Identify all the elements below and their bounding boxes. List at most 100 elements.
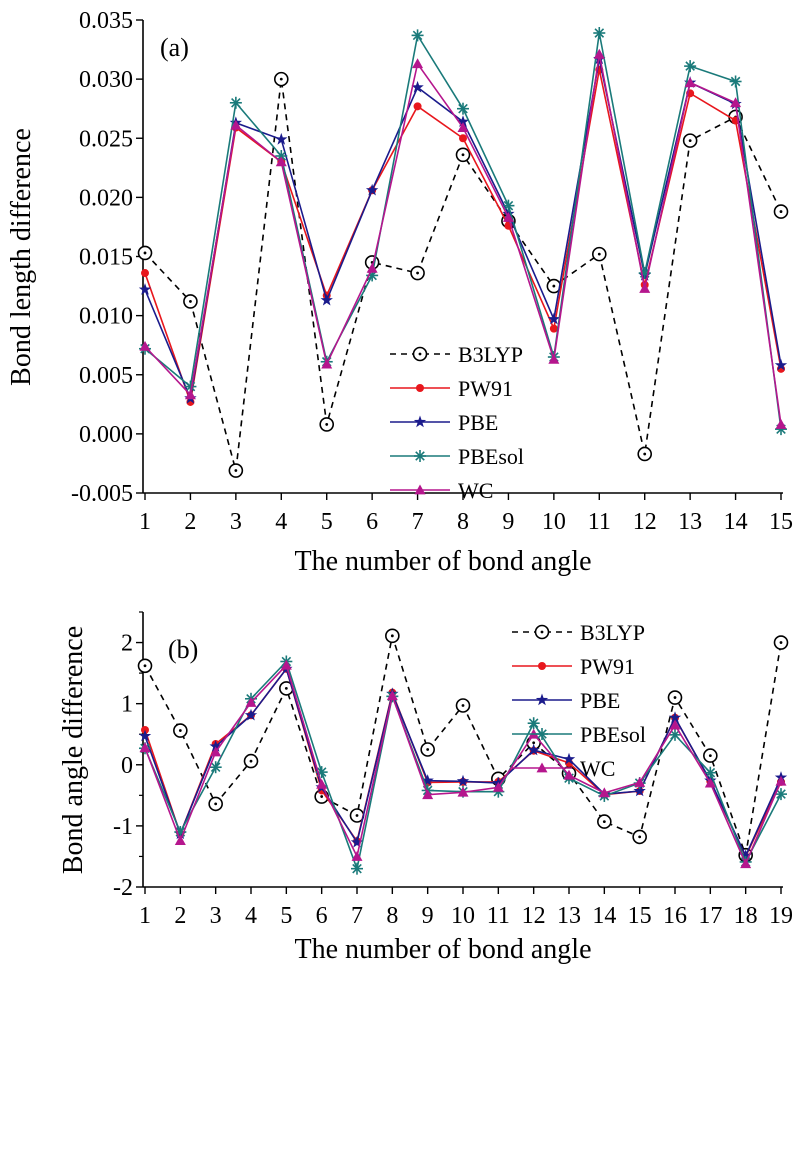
x-tick-label: 4 <box>275 509 287 535</box>
marker-center <box>320 795 324 798</box>
data-point <box>704 766 717 779</box>
data-point <box>245 696 257 707</box>
marker-stroke <box>594 28 605 38</box>
marker-stroke <box>231 97 241 108</box>
x-tick-label: 10 <box>451 903 475 929</box>
data-point <box>535 693 549 706</box>
marker-stroke <box>185 381 196 392</box>
data-point <box>455 698 471 713</box>
legend-item: PBEsol <box>512 722 646 747</box>
x-axis-label: The number of bond angle <box>294 934 591 965</box>
marker-center <box>779 210 783 213</box>
panel-label: (b) <box>168 635 198 664</box>
marker-stroke <box>685 61 695 71</box>
data-point <box>548 353 560 364</box>
data-point <box>538 662 546 670</box>
marker-center <box>688 139 692 143</box>
series-pbesol <box>139 27 787 436</box>
data-point <box>139 340 151 351</box>
x-tick-label: 8 <box>457 509 469 535</box>
x-tick-label: 2 <box>174 903 186 929</box>
data-point <box>534 624 550 640</box>
x-tick-label: 6 <box>366 509 378 535</box>
data-point <box>457 122 469 133</box>
marker-center <box>143 251 147 255</box>
x-tick-label: 7 <box>351 903 363 929</box>
data-point <box>775 788 787 801</box>
x-tick-label: 18 <box>734 903 758 929</box>
x-tick-label: 17 <box>698 903 722 929</box>
marker-center <box>178 729 182 732</box>
legend-label: PBEsol <box>580 722 646 747</box>
data-point <box>411 80 424 93</box>
marker-center <box>284 686 288 690</box>
y-tick-label: 1 <box>121 692 133 718</box>
legend-label: B3LYP <box>580 620 645 645</box>
marker-center <box>597 252 601 256</box>
series-pw91 <box>141 664 785 861</box>
data-point <box>316 778 328 789</box>
data-point <box>739 849 752 862</box>
marker-stroke <box>670 730 680 740</box>
y-tick-label: 2 <box>121 631 133 657</box>
y-axis-label: Bond length difference <box>6 128 37 386</box>
legend-label: PW91 <box>580 654 635 679</box>
y-tick-label: -0.005 <box>71 481 133 507</box>
y-tick-label: 0.020 <box>79 185 133 211</box>
data-point <box>137 245 153 261</box>
data-point <box>549 324 558 333</box>
marker-center <box>279 77 283 81</box>
data-point <box>411 29 424 42</box>
data-point <box>137 658 153 674</box>
x-tick-label: 10 <box>542 509 566 535</box>
data-point <box>774 358 788 371</box>
data-point <box>502 211 514 222</box>
data-point <box>593 27 606 40</box>
marker-center <box>708 754 712 758</box>
x-tick-label: 11 <box>588 509 611 535</box>
data-point <box>386 690 398 701</box>
data-point <box>456 774 470 787</box>
x-tick-label: 4 <box>245 903 257 929</box>
marker-center <box>214 802 218 806</box>
x-tick-label: 5 <box>280 903 292 929</box>
data-point <box>414 484 426 495</box>
data-point <box>275 132 288 145</box>
series-line <box>144 667 782 859</box>
marker-stroke <box>415 451 425 461</box>
data-point <box>141 269 149 278</box>
x-tick-label: 9 <box>422 903 434 929</box>
x-tick-label: 3 <box>230 509 242 535</box>
data-point <box>414 450 426 462</box>
y-tick-label: 0.005 <box>79 363 133 389</box>
data-point <box>669 719 681 730</box>
series-line <box>144 663 782 866</box>
data-point <box>704 777 716 788</box>
x-tick-label: 14 <box>592 903 616 929</box>
data-point <box>668 711 682 723</box>
series-pbe <box>138 662 788 862</box>
y-tick-label: 0 <box>121 753 133 779</box>
marker-center <box>673 696 677 699</box>
data-point <box>138 283 152 295</box>
legend: B3LYP PW91 PBE PBEsol WC <box>512 620 646 781</box>
data-point <box>385 628 400 644</box>
legend-label: B3LYP <box>458 342 523 367</box>
panel-label: (a) <box>160 33 189 62</box>
marker-center <box>540 630 544 634</box>
data-point <box>228 463 244 478</box>
data-point <box>412 58 424 69</box>
data-point <box>639 282 651 293</box>
data-point <box>208 796 223 812</box>
marker-stroke <box>537 729 547 739</box>
data-point <box>546 278 562 294</box>
data-point <box>230 119 242 130</box>
data-point <box>244 708 258 721</box>
data-point <box>209 761 222 774</box>
data-point <box>184 389 196 400</box>
marker-center <box>779 641 783 644</box>
series-pbesol <box>139 655 787 875</box>
marker-center <box>189 300 192 303</box>
data-point <box>459 134 467 143</box>
marker-center <box>143 664 147 668</box>
